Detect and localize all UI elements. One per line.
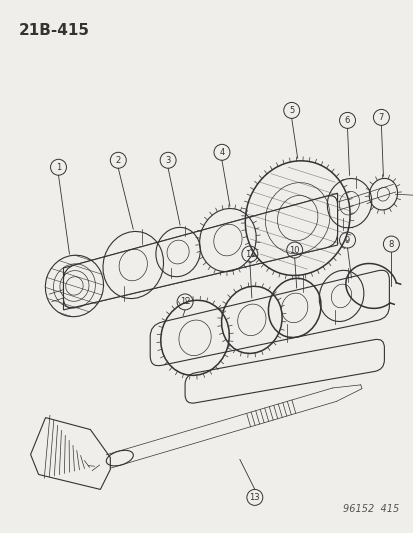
Text: 8: 8 [388, 239, 393, 248]
Text: 3: 3 [165, 156, 171, 165]
Polygon shape [63, 193, 337, 310]
Text: 6: 6 [344, 116, 349, 125]
Text: 13: 13 [249, 493, 259, 502]
Polygon shape [31, 417, 110, 489]
PathPatch shape [185, 340, 384, 403]
Text: 96152  415: 96152 415 [342, 504, 399, 514]
Text: 21B-415: 21B-415 [19, 22, 90, 38]
Text: 9: 9 [344, 236, 349, 245]
PathPatch shape [63, 196, 337, 308]
Text: 4: 4 [219, 148, 224, 157]
Text: 10: 10 [289, 246, 299, 255]
PathPatch shape [150, 270, 389, 366]
Text: 1: 1 [56, 163, 61, 172]
Text: 11: 11 [244, 249, 254, 259]
Text: 12: 12 [179, 297, 190, 306]
Text: 2: 2 [115, 156, 121, 165]
Text: 7: 7 [378, 113, 383, 122]
Text: 5: 5 [288, 106, 294, 115]
